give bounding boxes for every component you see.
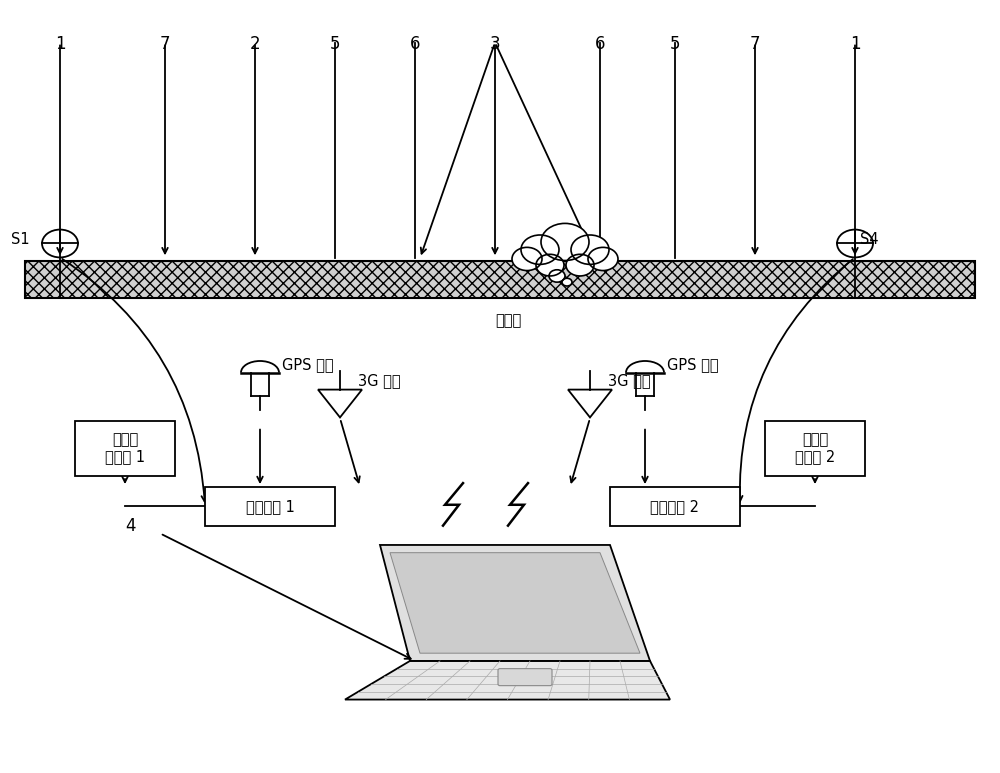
Text: GPS 天线: GPS 天线	[667, 357, 719, 373]
Text: 3G 天线: 3G 天线	[608, 373, 651, 388]
Bar	[25, 261, 975, 298]
Text: 3G 天线: 3G 天线	[358, 373, 401, 388]
Circle shape	[536, 254, 564, 276]
Text: 数字化仪 1: 数字化仪 1	[246, 499, 294, 514]
Text: 6: 6	[595, 35, 605, 53]
Circle shape	[588, 247, 618, 271]
Text: 3: 3	[490, 35, 500, 53]
Polygon shape	[390, 553, 640, 653]
Text: S1: S1	[11, 232, 30, 247]
Polygon shape	[345, 661, 670, 700]
Text: S4: S4	[860, 232, 879, 247]
Text: GPS 天线: GPS 天线	[282, 357, 334, 373]
Circle shape	[566, 254, 594, 276]
Circle shape	[541, 223, 589, 261]
Text: 7: 7	[750, 35, 760, 53]
Circle shape	[549, 270, 565, 282]
Text: 1: 1	[850, 35, 860, 53]
Text: 1: 1	[55, 35, 65, 53]
Text: 2: 2	[250, 35, 260, 53]
Circle shape	[512, 247, 542, 271]
Text: 5: 5	[330, 35, 340, 53]
Text: 4: 4	[125, 516, 135, 535]
Bar	[765, 421, 865, 476]
Text: 7: 7	[160, 35, 170, 53]
Circle shape	[562, 278, 572, 286]
Polygon shape	[380, 545, 650, 661]
Bar	[75, 421, 175, 476]
Text: 泄漏点: 泄漏点	[495, 313, 521, 328]
Text: 6: 6	[410, 35, 420, 53]
FancyBboxPatch shape	[498, 669, 552, 686]
Circle shape	[521, 235, 559, 264]
Text: 5: 5	[670, 35, 680, 53]
Bar	[610, 487, 740, 526]
Circle shape	[571, 235, 609, 264]
Text: 数字化仪 2: 数字化仪 2	[650, 499, 700, 514]
Text: 直流稳
压电源 1: 直流稳 压电源 1	[105, 432, 145, 465]
Text: 直流稳
压电源 2: 直流稳 压电源 2	[795, 432, 835, 465]
Bar	[205, 487, 335, 526]
